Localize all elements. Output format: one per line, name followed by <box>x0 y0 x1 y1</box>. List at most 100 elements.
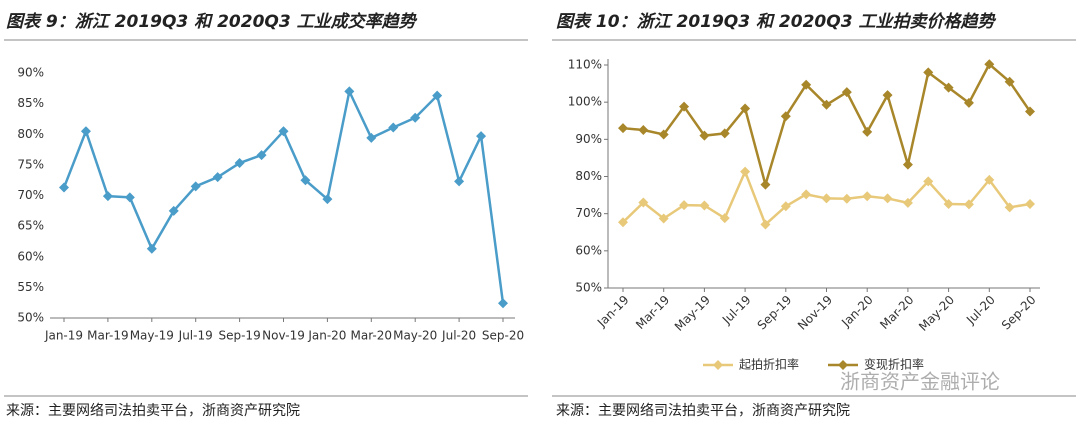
x-tick-label: Mar-19 <box>633 293 672 332</box>
point <box>699 130 710 141</box>
point <box>638 125 649 136</box>
y-tick-label: 50% <box>17 311 44 325</box>
point <box>212 172 223 183</box>
y-tick-label: 90% <box>575 132 602 146</box>
x-tick-label: Mar-19 <box>87 329 128 343</box>
point <box>821 193 832 204</box>
watermark: 浙商资产金融评论 <box>840 370 1000 394</box>
y-tick-label: 70% <box>575 206 602 220</box>
x-tick-label: Sep-19 <box>755 293 795 333</box>
chart-title: 图表 9：浙江 2019Q3 和 2020Q3 工业成交率趋势 <box>6 12 418 32</box>
point <box>679 101 690 112</box>
legend-marker <box>838 360 848 370</box>
point <box>1025 106 1035 117</box>
y-tick-label: 80% <box>575 169 602 183</box>
point <box>699 200 710 211</box>
y-tick-label: 70% <box>17 188 44 202</box>
point <box>638 197 649 208</box>
point <box>322 194 333 205</box>
point <box>168 205 179 216</box>
point <box>801 189 812 200</box>
point <box>780 201 791 212</box>
point <box>923 176 934 187</box>
point <box>862 191 873 202</box>
point <box>1004 202 1015 213</box>
legend-label: 起拍折扣率 <box>739 357 799 372</box>
y-tick-label: 100% <box>568 95 602 109</box>
point <box>124 192 135 203</box>
point <box>740 166 751 177</box>
x-tick-label: Jul-20 <box>441 329 476 343</box>
point <box>679 200 690 211</box>
point <box>902 159 913 170</box>
point <box>190 181 201 192</box>
point <box>882 90 893 101</box>
y-tick-label: 75% <box>17 157 44 171</box>
point <box>658 213 669 224</box>
chart-title: 图表 10：浙江 2019Q3 和 2020Q3 工业拍卖价格趋势 <box>556 12 996 32</box>
point <box>963 199 974 210</box>
point <box>410 112 421 123</box>
point <box>59 182 69 193</box>
point <box>862 126 873 137</box>
point <box>256 150 267 161</box>
x-tick-label: May-20 <box>916 293 957 334</box>
point <box>984 59 995 70</box>
x-tick-label: May-20 <box>393 329 437 343</box>
x-tick-label: Sep-19 <box>218 329 260 343</box>
source: 来源：主要网络司法拍卖平台，浙商资产研究院 <box>556 403 850 419</box>
y-tick-label: 65% <box>17 219 44 233</box>
point <box>498 298 508 309</box>
x-tick-label: Mar-20 <box>351 329 392 343</box>
legend-marker <box>713 360 723 370</box>
y-tick-label: 55% <box>17 280 44 294</box>
x-tick-label: Jan-19 <box>594 293 632 331</box>
point <box>102 191 113 202</box>
point <box>841 193 852 204</box>
y-tick-label: 85% <box>17 96 44 110</box>
x-tick-label: Nov-19 <box>262 329 305 343</box>
point <box>963 97 974 108</box>
series-line <box>622 62 1032 190</box>
source: 来源：主要网络司法拍卖平台，浙商资产研究院 <box>6 403 300 419</box>
point <box>1004 76 1015 87</box>
point <box>388 122 399 133</box>
point <box>476 131 487 142</box>
point <box>780 111 791 122</box>
point <box>943 82 954 93</box>
x-tick-label: Jul-19 <box>178 329 213 343</box>
x-tick-label: Nov-19 <box>795 293 835 333</box>
point <box>618 123 628 134</box>
point <box>454 176 465 187</box>
point <box>366 132 377 143</box>
point <box>882 193 893 204</box>
point <box>300 175 311 186</box>
point <box>719 128 730 139</box>
x-tick-label: Jan-19 <box>44 329 83 343</box>
x-tick-label: Mar-20 <box>877 293 916 332</box>
point <box>278 126 289 137</box>
y-tick-label: 90% <box>17 66 44 80</box>
y-tick-label: 60% <box>575 243 602 257</box>
point <box>801 79 812 90</box>
point <box>432 90 443 101</box>
point <box>658 129 669 140</box>
y-tick-label: 60% <box>17 249 44 263</box>
point <box>146 243 157 254</box>
point <box>234 158 245 169</box>
point <box>821 99 832 110</box>
legend-label: 变现折扣率 <box>864 357 924 372</box>
x-tick-label: Sep-20 <box>999 293 1039 333</box>
point <box>984 174 995 185</box>
point <box>760 179 771 190</box>
point <box>719 213 730 224</box>
point <box>841 87 852 98</box>
x-tick-label: Jan-20 <box>838 293 876 331</box>
point <box>344 86 355 97</box>
y-tick-label: 80% <box>17 127 44 141</box>
x-tick-label: Sep-20 <box>482 329 524 343</box>
point <box>902 197 913 208</box>
point <box>80 126 91 137</box>
point <box>943 199 954 210</box>
point <box>923 67 934 78</box>
